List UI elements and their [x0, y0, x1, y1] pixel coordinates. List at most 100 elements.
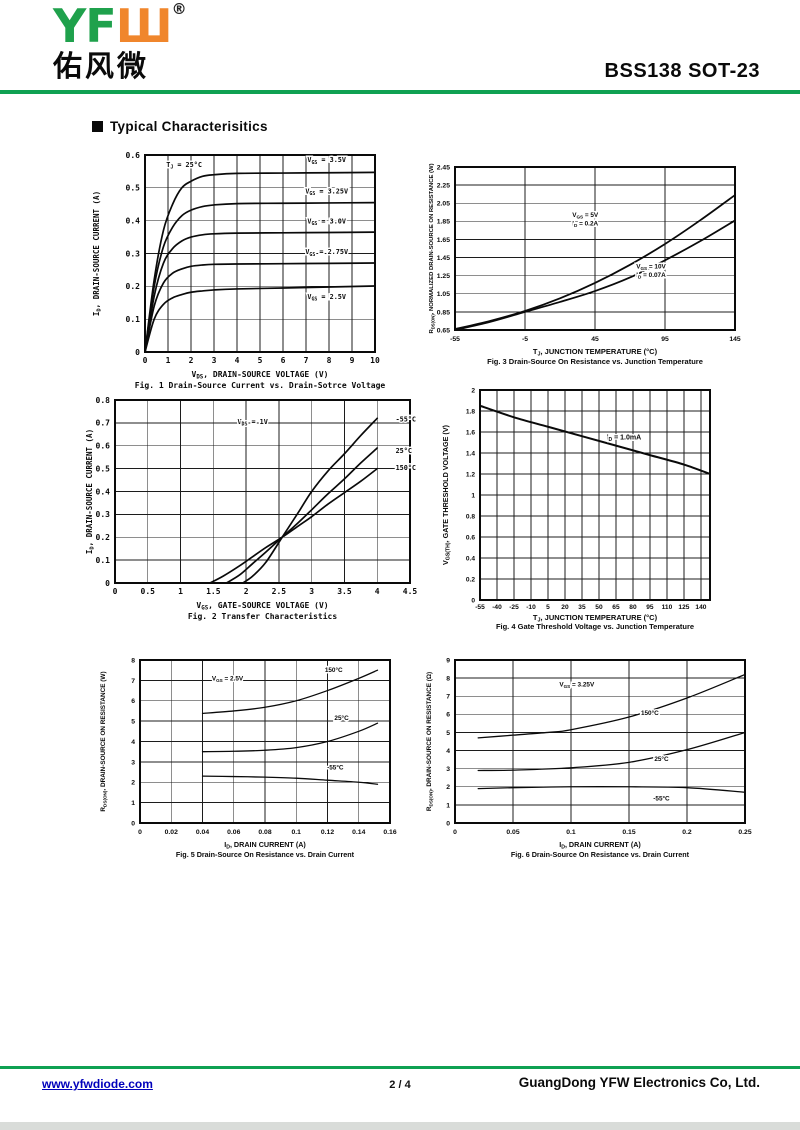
- svg-text:0.6: 0.6: [96, 442, 111, 451]
- svg-text:0.2: 0.2: [682, 829, 692, 836]
- footer-divider: [0, 1066, 800, 1069]
- svg-text:0: 0: [143, 356, 148, 365]
- svg-text:1.6: 1.6: [466, 429, 475, 436]
- svg-text:95: 95: [646, 604, 654, 611]
- website-link[interactable]: www.yfwdiode.com: [42, 1077, 153, 1091]
- svg-text:Fig. 3 Drain-Source On Resist: Fig. 3 Drain-Source On Resistance vs. Ju…: [487, 357, 703, 366]
- svg-text:0.06: 0.06: [227, 829, 240, 836]
- svg-text:0.8: 0.8: [96, 396, 111, 405]
- svg-text:0.1: 0.1: [126, 315, 141, 324]
- svg-text:3: 3: [446, 766, 450, 773]
- svg-text:3.5: 3.5: [337, 587, 352, 596]
- svg-text:VGS = 10V: VGS = 10V: [636, 263, 666, 271]
- svg-text:2: 2: [189, 356, 194, 365]
- fig4-threshold-vs-temperature-chart: ID = 1.0mA -55 -40 -25 -10 5 20 35 50 65 80 95 110 12…: [438, 374, 778, 637]
- svg-text:6: 6: [446, 712, 450, 719]
- svg-text:65: 65: [612, 604, 620, 611]
- svg-text:2: 2: [471, 387, 475, 394]
- svg-text:7: 7: [304, 356, 309, 365]
- section-heading: Typical Characterisitics: [92, 119, 268, 134]
- svg-text:-55: -55: [475, 604, 485, 611]
- svg-text:ID = 0.2A: ID = 0.2A: [572, 220, 598, 228]
- svg-text:0: 0: [471, 597, 475, 604]
- svg-text:1.45: 1.45: [437, 255, 450, 262]
- svg-text:ID, DRAIN CURRENT (A): ID, DRAIN CURRENT (A): [224, 840, 306, 851]
- svg-text:0.1: 0.1: [566, 829, 576, 836]
- svg-text:1: 1: [131, 800, 135, 807]
- svg-text:2.25: 2.25: [437, 182, 450, 189]
- svg-text:-25: -25: [509, 604, 519, 611]
- svg-text:0.4: 0.4: [126, 216, 141, 225]
- svg-text:80: 80: [629, 604, 637, 611]
- yfw-logo-chinese: 佑风微: [53, 49, 150, 83]
- svg-text:Fig. 5 Drain-Source On Resist: Fig. 5 Drain-Source On Resistance vs. Dr…: [176, 850, 355, 859]
- svg-text:7: 7: [131, 678, 135, 685]
- svg-text:0.65: 0.65: [437, 327, 450, 334]
- svg-text:VGS = 2.5V: VGS = 2.5V: [212, 675, 244, 683]
- svg-text:VGS(TH), GATE THRESHOLD VOLTAG: VGS(TH), GATE THRESHOLD VOLTAGE (V): [441, 424, 452, 565]
- svg-text:VDS = 1V: VDS = 1V: [237, 418, 267, 428]
- svg-text:0.04: 0.04: [196, 829, 209, 836]
- svg-text:1.8: 1.8: [466, 408, 475, 415]
- svg-text:1: 1: [178, 587, 183, 596]
- svg-text:125: 125: [678, 604, 689, 611]
- svg-text:0: 0: [135, 348, 140, 357]
- fig2-transfer-characteristics-chart: VDS = 1V -55°C 25°C 150°C 0 0.5 1 1.5 2 2.5 3 3.5 4 4…: [85, 386, 435, 643]
- registered-mark-icon: ®: [171, 0, 187, 18]
- part-number-title: BSS138 SOT-23: [604, 60, 760, 82]
- svg-text:ID, DRAIN-SOURCE CURRENT (A): ID, DRAIN-SOURCE CURRENT (A): [85, 429, 96, 554]
- svg-text:8: 8: [327, 356, 332, 365]
- svg-text:0.6: 0.6: [126, 151, 141, 160]
- svg-text:-55°C: -55°C: [327, 764, 344, 772]
- svg-text:4: 4: [131, 739, 135, 746]
- svg-text:2: 2: [244, 587, 249, 596]
- svg-text:1.5: 1.5: [206, 587, 221, 596]
- svg-text:1.65: 1.65: [437, 237, 450, 244]
- section-bullet-icon: [92, 121, 103, 132]
- svg-text:1.4: 1.4: [466, 450, 475, 457]
- svg-text:5: 5: [258, 356, 263, 365]
- svg-text:0.08: 0.08: [258, 829, 271, 836]
- svg-text:TJ, JUNCTION TEMPERATURE (°C): TJ, JUNCTION TEMPERATURE (°C): [533, 347, 658, 358]
- svg-text:0.4: 0.4: [466, 555, 475, 562]
- svg-text:8: 8: [446, 675, 450, 682]
- svg-text:1: 1: [471, 492, 475, 499]
- svg-text:VGS = 3.5V: VGS = 3.5V: [307, 156, 346, 166]
- svg-text:VGS = 3.25V: VGS = 3.25V: [559, 681, 595, 689]
- svg-text:-5: -5: [522, 336, 528, 343]
- page-number: 2 / 4: [389, 1079, 411, 1091]
- svg-text:0: 0: [446, 820, 450, 827]
- svg-text:3: 3: [309, 587, 314, 596]
- svg-text:0.15: 0.15: [622, 829, 635, 836]
- svg-text:0: 0: [105, 579, 110, 588]
- svg-text:7: 7: [446, 694, 450, 701]
- svg-text:ID, DRAIN CURRENT (A): ID, DRAIN CURRENT (A): [559, 840, 641, 851]
- yfw-logo: YFШ® 佑风微: [53, 0, 187, 83]
- svg-text:150°C: 150°C: [641, 709, 659, 717]
- svg-text:4: 4: [375, 587, 380, 596]
- svg-text:2.5: 2.5: [272, 587, 287, 596]
- fig6-rdson-vs-current-chart: VGS = 3.25V 150°C 25°C -55°C 0 0.05 0.1 0.15 0.2…: [423, 646, 778, 873]
- chart-canvas: VGS = 2.5V 150°C 25°C -55°C 0 0.02 0.04 0.06 0.0…: [100, 657, 397, 859]
- svg-text:0.02: 0.02: [165, 829, 178, 836]
- svg-text:-55: -55: [450, 336, 460, 343]
- svg-text:0.1: 0.1: [292, 829, 302, 836]
- company-name: GuangDong YFW Electronics Co, Ltd.: [518, 1075, 760, 1090]
- svg-text:50: 50: [595, 604, 603, 611]
- svg-text:-40: -40: [492, 604, 502, 611]
- svg-text:140: 140: [695, 604, 706, 611]
- logo-w-glyph: Ш: [115, 0, 173, 53]
- svg-text:145: 145: [729, 336, 741, 343]
- svg-text:2.05: 2.05: [437, 201, 450, 208]
- svg-text:0.2: 0.2: [466, 576, 475, 583]
- svg-text:TJ = 25°C: TJ = 25°C: [166, 161, 202, 171]
- svg-text:ID, DRAIN-SOURCE CURRENT (A): ID, DRAIN-SOURCE CURRENT (A): [92, 191, 103, 316]
- svg-text:9: 9: [446, 657, 450, 664]
- svg-text:0.2: 0.2: [126, 282, 141, 291]
- svg-text:35: 35: [578, 604, 586, 611]
- svg-text:Fig. 6 Drain-Source On Resist: Fig. 6 Drain-Source On Resistance vs. Dr…: [511, 850, 690, 859]
- svg-text:VGS = 3.25V: VGS = 3.25V: [305, 187, 348, 197]
- svg-text:VGS = 2.5V: VGS = 2.5V: [307, 293, 346, 303]
- svg-text:-55°C: -55°C: [653, 794, 670, 802]
- svg-text:1: 1: [446, 802, 450, 809]
